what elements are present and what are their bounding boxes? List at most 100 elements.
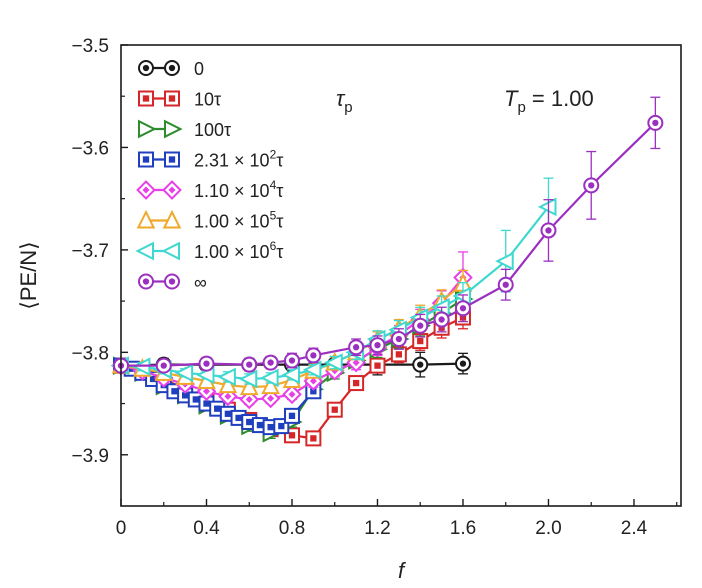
legend-label: 10τ	[194, 90, 221, 110]
legend-text: 100τ	[194, 120, 231, 140]
data-point	[302, 360, 322, 380]
data-point-core	[245, 395, 253, 403]
data-point-core	[224, 392, 232, 400]
data-point-core	[168, 278, 176, 285]
data-point-core	[288, 390, 296, 398]
data-point	[161, 241, 180, 261]
data-point-core	[267, 394, 275, 402]
data-point-core	[168, 186, 176, 194]
y-tick-label: −3.5	[71, 36, 109, 57]
data-point	[164, 119, 183, 139]
legend-label: 2.31 × 102τ	[194, 148, 283, 171]
data-point-core	[142, 186, 150, 194]
data-point-core	[246, 361, 253, 368]
legend-text: τ	[276, 242, 283, 262]
data-point-core	[310, 352, 317, 359]
legend-label: 0	[194, 59, 204, 79]
legend-label: 100τ	[194, 120, 231, 140]
legend-text: 0	[194, 59, 204, 79]
legend-superscript: 6	[270, 239, 277, 253]
data-point-core	[331, 406, 338, 413]
data-point	[281, 365, 300, 385]
temp-value: = 1.00	[526, 86, 594, 111]
data-point-core	[310, 388, 317, 395]
data-point-core	[192, 396, 199, 403]
data-point-core	[168, 156, 176, 163]
legend-entry: 10τ	[138, 90, 221, 110]
axis-ticks: 0 0.4 0.8 1.2 1.6 2.0 2.4 −3.5 −3.6 −3.7 −3.8 −3.9	[71, 36, 678, 539]
data-point-core	[202, 387, 210, 395]
legend-text: 10τ	[194, 90, 221, 110]
x-tick-label: 1.6	[450, 518, 476, 539]
data-point-core	[181, 392, 189, 399]
data-point	[495, 251, 514, 271]
data-point-core	[417, 322, 424, 329]
data-point	[261, 375, 280, 395]
legend-text: 1.00 × 10	[194, 212, 270, 232]
data-point-core	[142, 156, 150, 163]
x-tick-label: 0.4	[193, 518, 220, 539]
x-axis-label: f	[398, 558, 407, 583]
data-point-core	[395, 351, 403, 358]
legend-text: 1.10 × 10	[194, 181, 270, 201]
y-axis-label: ⟨PE/N⟩	[16, 241, 41, 310]
data-point-core	[142, 64, 150, 72]
data-point	[138, 119, 157, 139]
data-point-core	[288, 357, 296, 364]
legend-entry: ∞	[138, 273, 207, 293]
data-point-core	[310, 435, 317, 442]
tau-p-annotation: τp	[336, 86, 353, 116]
series-layer	[110, 96, 664, 447]
data-point-core	[588, 182, 595, 189]
data-point-core	[224, 410, 232, 417]
legend-text: 2.31 × 10	[194, 151, 270, 171]
data-point-core	[203, 360, 210, 367]
data-point	[239, 376, 259, 396]
legend-superscript: 5	[270, 209, 277, 223]
data-point	[259, 368, 279, 388]
legend-label: 1.00 × 106τ	[194, 239, 283, 262]
data-point-core	[267, 423, 274, 431]
data-point	[217, 367, 236, 387]
legend-text: τ	[276, 151, 283, 171]
data-point-core	[203, 400, 210, 407]
legend-entry: 1.00 × 105τ	[136, 209, 283, 232]
legend-text: 1.00 × 10	[194, 242, 270, 262]
x-tick-label: 0	[116, 518, 127, 539]
legend-entry: 100τ	[138, 119, 231, 140]
x-tick-label: 2.0	[535, 518, 561, 539]
data-point	[135, 241, 154, 261]
legend-entry: 0	[138, 59, 204, 79]
y-tick-label: −3.6	[71, 138, 109, 159]
data-point-core	[459, 360, 467, 367]
data-point-core	[352, 379, 360, 387]
data-point-core	[352, 359, 360, 367]
legend-text: τ	[276, 212, 283, 232]
data-point-core	[214, 405, 221, 412]
x-tick-label: 1.2	[364, 518, 390, 539]
data-point-core	[142, 278, 150, 285]
data-point-core	[142, 95, 150, 102]
series-7	[113, 96, 664, 374]
data-point-core	[168, 95, 176, 102]
data-point-core	[352, 344, 360, 351]
legend-label: 1.10 × 104τ	[194, 178, 283, 201]
x-tick-label: 2.4	[621, 518, 648, 539]
data-point-core	[374, 362, 381, 369]
data-point-core	[502, 281, 509, 288]
legend-text: τ	[276, 181, 283, 201]
data-point-core	[395, 335, 403, 343]
data-point	[136, 209, 156, 229]
data-point-core	[171, 388, 178, 395]
data-point	[174, 363, 194, 383]
data-point-core	[438, 316, 445, 323]
data-point	[537, 197, 557, 217]
x-tick-label: 0.8	[279, 518, 305, 539]
data-point	[324, 353, 343, 372]
data-point-core	[160, 362, 167, 369]
data-point-core	[652, 119, 659, 127]
data-point	[162, 209, 182, 229]
legend-label: 1.00 × 105τ	[194, 209, 283, 232]
y-tick-label: −3.9	[71, 446, 109, 467]
